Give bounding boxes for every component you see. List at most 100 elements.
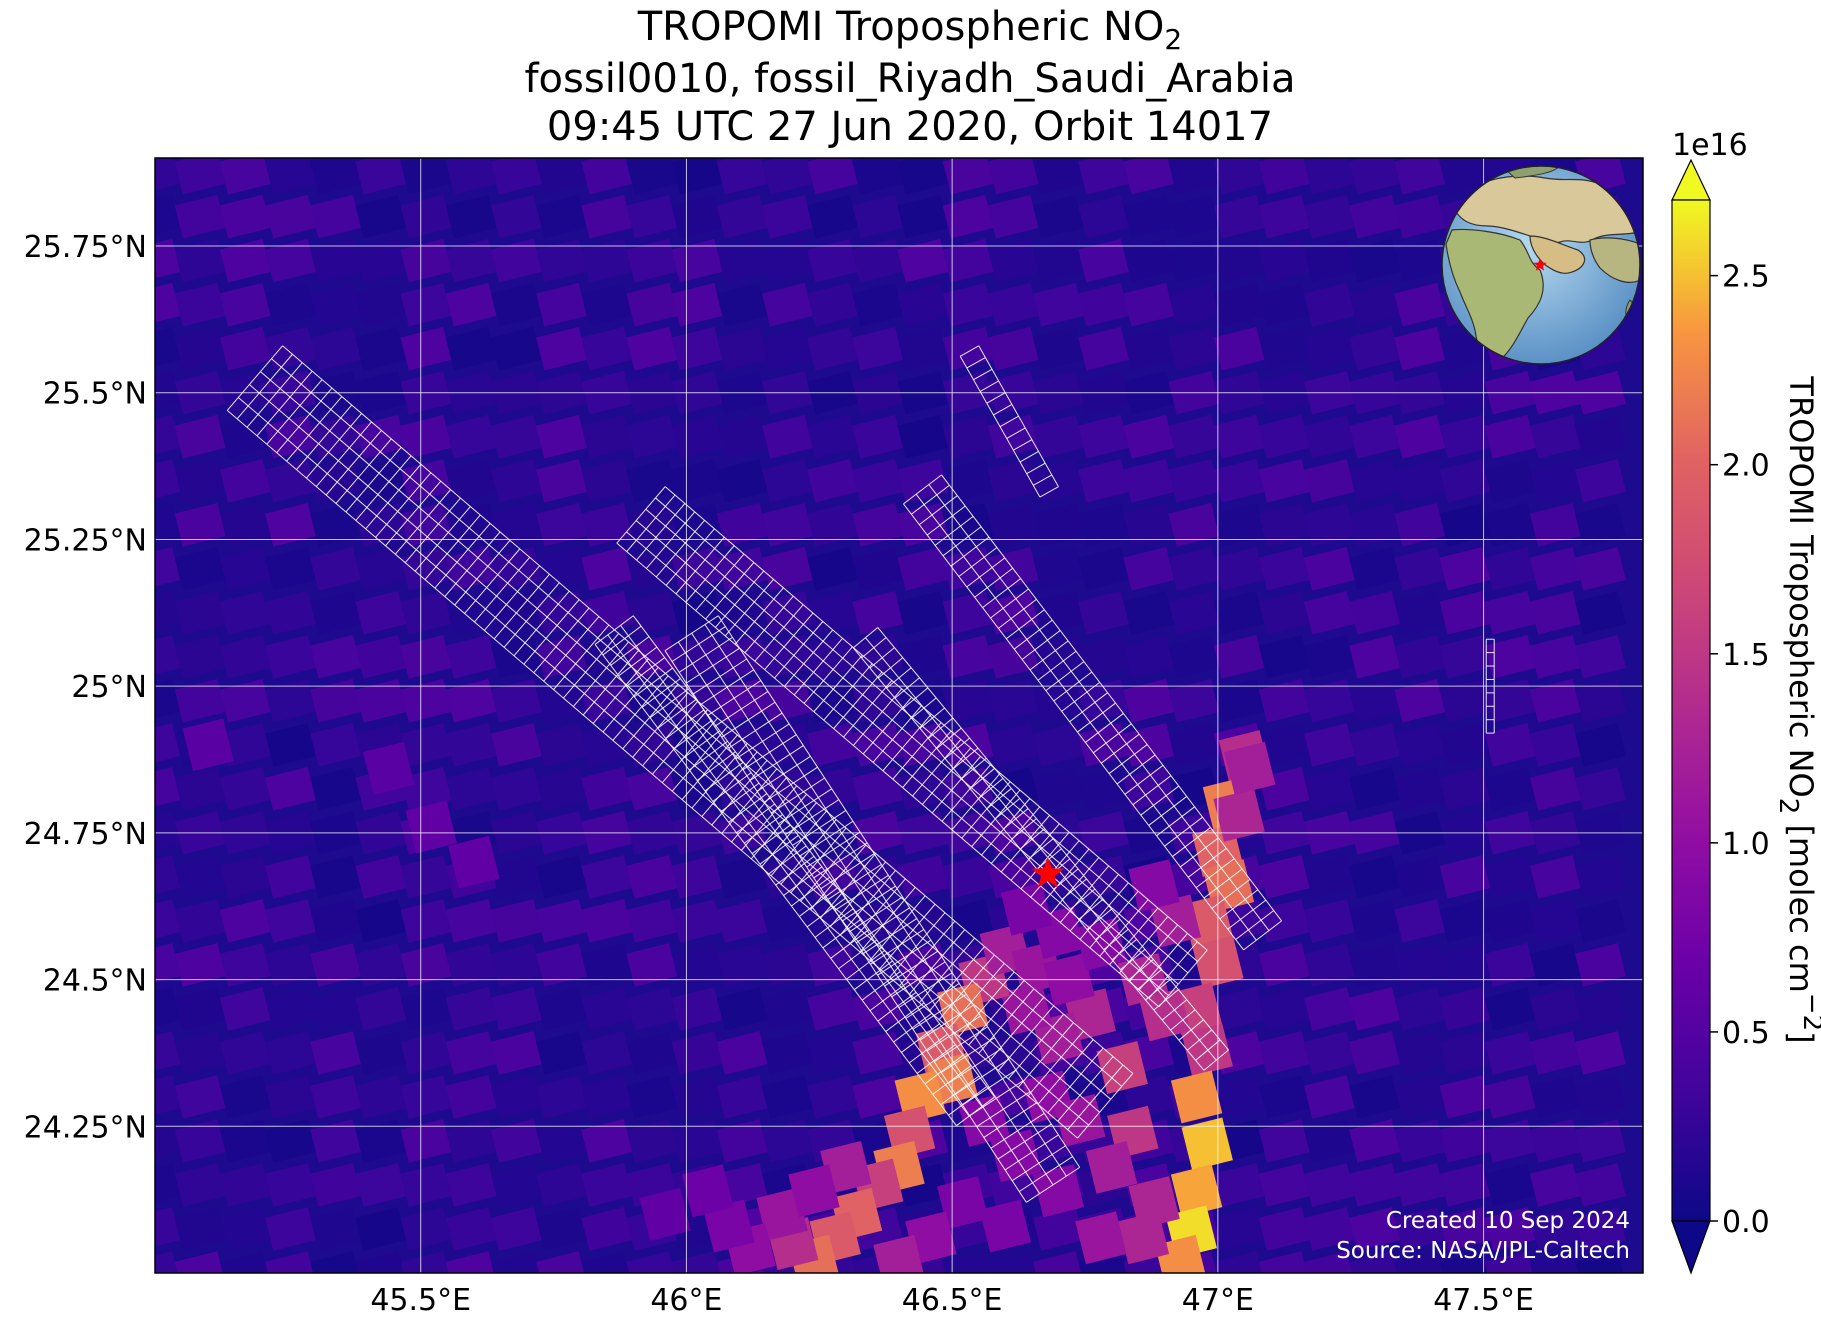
background-pixel xyxy=(1078,590,1130,635)
background-pixel xyxy=(1394,943,1446,987)
background-pixel xyxy=(155,1251,181,1273)
background-pixel xyxy=(355,546,407,591)
background-pixel xyxy=(445,326,497,371)
background-pixel xyxy=(1439,1207,1491,1251)
background-pixel xyxy=(942,679,994,723)
background-pixel xyxy=(671,1119,723,1163)
background-pixel xyxy=(1032,634,1084,679)
background-pixel xyxy=(265,634,316,679)
background-pixel xyxy=(445,590,497,635)
background-pixel xyxy=(1439,590,1491,635)
background-pixel xyxy=(1529,987,1581,1031)
background-pixel xyxy=(219,458,271,503)
background-pixel xyxy=(1213,194,1265,239)
background-pixel xyxy=(987,194,1039,239)
background-pixel xyxy=(761,414,813,459)
background-pixel xyxy=(807,238,859,283)
background-pixel xyxy=(626,158,678,195)
background-pixel xyxy=(1303,158,1355,195)
background-pixel xyxy=(1303,590,1355,635)
background-pixel xyxy=(1394,194,1446,239)
background-pixel xyxy=(536,238,588,283)
background-pixel xyxy=(716,899,768,943)
background-pixel xyxy=(581,546,633,591)
background-pixel xyxy=(219,899,271,943)
background-pixel xyxy=(581,158,633,195)
background-pixel xyxy=(1349,899,1401,943)
lon-tick-label: 46°E xyxy=(650,1283,722,1318)
background-pixel xyxy=(671,855,723,899)
background-pixel xyxy=(310,1207,362,1251)
background-pixel xyxy=(671,502,723,547)
background-pixel xyxy=(1258,414,1310,459)
background-pixel xyxy=(1303,723,1355,767)
background-pixel xyxy=(265,1075,316,1119)
background-pixel xyxy=(1349,767,1401,811)
background-pixel xyxy=(1484,1075,1536,1119)
background-pixel xyxy=(1303,679,1355,723)
background-pixel xyxy=(1213,414,1265,459)
background-pixel xyxy=(445,723,497,767)
background-pixel xyxy=(1032,326,1084,371)
background-pixel xyxy=(155,943,181,987)
background-pixel xyxy=(536,546,588,591)
background-pixel xyxy=(987,679,1039,723)
background-pixel xyxy=(1439,546,1491,591)
background-pixel xyxy=(581,1251,633,1273)
background-pixel xyxy=(1123,414,1175,459)
plume-pixel xyxy=(958,1093,1010,1147)
background-pixel xyxy=(1394,458,1446,503)
background-pixel xyxy=(581,590,633,635)
background-pixel xyxy=(761,282,813,327)
background-pixel xyxy=(1529,1251,1581,1273)
background-pixel xyxy=(1303,1207,1355,1251)
background-pixel xyxy=(490,158,542,195)
background-pixel xyxy=(400,899,452,943)
background-pixel xyxy=(1078,414,1130,459)
background-pixel xyxy=(536,1119,588,1163)
background-pixel xyxy=(581,1031,633,1075)
background-pixel xyxy=(897,194,949,239)
background-pixel xyxy=(1394,282,1446,327)
background-pixel xyxy=(1168,158,1220,195)
footprint-swath xyxy=(1485,638,1495,734)
background-pixel xyxy=(1078,238,1130,283)
background-pixel xyxy=(1394,1031,1446,1075)
plume-pixel xyxy=(182,718,234,772)
background-pixel xyxy=(942,723,994,767)
background-pixel xyxy=(445,899,497,943)
background-pixel xyxy=(897,679,949,723)
background-pixel xyxy=(265,943,316,987)
background-pixel xyxy=(807,414,859,459)
background-pixel xyxy=(445,238,497,283)
background-pixel xyxy=(1078,282,1130,327)
background-pixel xyxy=(1123,194,1175,239)
background-pixel xyxy=(1258,326,1310,371)
background-pixel xyxy=(671,414,723,459)
background-pixel xyxy=(852,590,904,635)
background-pixel xyxy=(219,590,271,635)
background-pixel xyxy=(1303,1163,1355,1207)
background-pixel xyxy=(1439,1251,1491,1273)
background-pixel xyxy=(400,326,452,371)
background-pixel xyxy=(716,458,768,503)
background-pixel xyxy=(671,458,723,503)
background-pixel xyxy=(1303,238,1355,283)
background-pixel xyxy=(1484,1163,1536,1207)
background-pixel xyxy=(1032,1251,1084,1273)
background-pixel xyxy=(581,679,633,723)
background-pixel xyxy=(581,458,633,503)
footprint-swath xyxy=(959,345,1059,498)
background-pixel xyxy=(490,1075,542,1119)
background-pixel xyxy=(1484,590,1536,635)
background-pixel xyxy=(310,1251,362,1273)
background-pixel xyxy=(155,987,181,1031)
background-pixel xyxy=(174,1119,226,1163)
background-pixel xyxy=(445,458,497,503)
background-pixel xyxy=(490,1163,542,1207)
background-pixel xyxy=(1258,855,1310,899)
background-pixel xyxy=(1394,679,1446,723)
background-pixel xyxy=(807,1031,859,1075)
background-pixel xyxy=(265,679,316,723)
background-pixel xyxy=(219,723,271,767)
